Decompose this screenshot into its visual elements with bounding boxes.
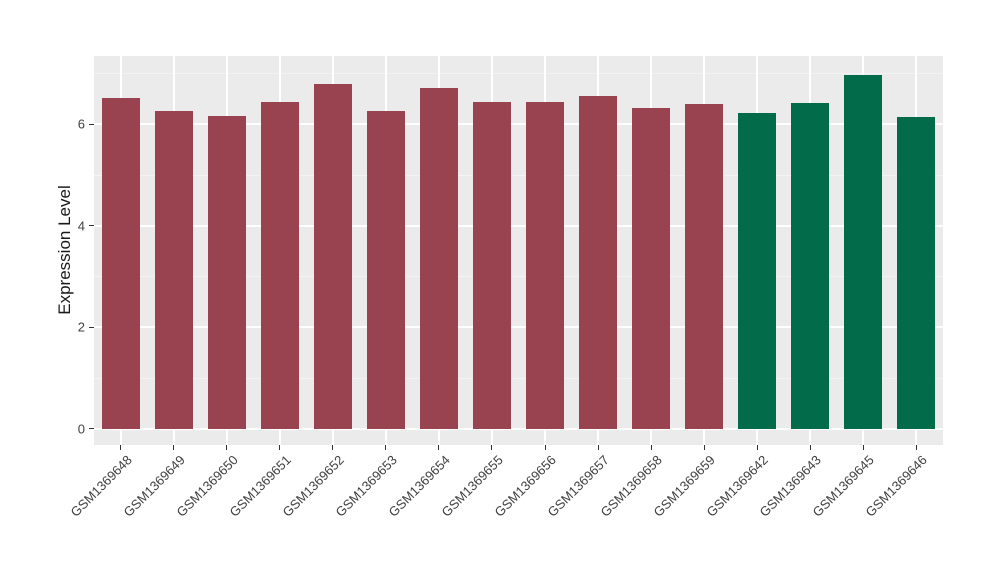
bar-GSM1369649 [154, 111, 193, 429]
gridline-horizontal-minor [94, 174, 943, 176]
x-axis-tick [226, 445, 228, 450]
x-axis-tick [438, 445, 440, 450]
x-axis-tick [915, 445, 917, 450]
gridline-horizontal-major [94, 123, 943, 126]
x-axis-tick [862, 445, 864, 450]
bar-GSM1369642 [738, 113, 777, 429]
bar-GSM1369655 [472, 101, 511, 429]
y-axis-title: Expression Level [55, 185, 74, 315]
y-axis-tick [89, 326, 94, 328]
x-tick-label: GSM1369646 [863, 452, 931, 520]
y-tick-label: 6 [77, 116, 85, 132]
bar-GSM1369646 [897, 117, 936, 429]
bar-GSM1369659 [685, 103, 724, 429]
x-axis-tick [385, 445, 387, 450]
bar-GSM1369650 [207, 116, 246, 429]
x-axis-tick [279, 445, 281, 450]
gridline-horizontal-minor [94, 73, 943, 75]
x-axis-tick [120, 445, 122, 450]
bar-GSM1369658 [632, 108, 671, 429]
gridline-horizontal-minor [94, 377, 943, 379]
plot-panel [94, 56, 943, 445]
bar-GSM1369645 [844, 74, 883, 429]
gridline-horizontal-major [94, 427, 943, 430]
bar-GSM1369643 [791, 102, 830, 429]
bar-GSM1369657 [579, 96, 618, 429]
gridline-horizontal-major [94, 326, 943, 329]
gridline-horizontal-minor [94, 276, 943, 278]
x-axis-tick [756, 445, 758, 450]
x-axis-tick [173, 445, 175, 450]
bar-GSM1369651 [260, 101, 299, 429]
bar-GSM1369653 [366, 111, 405, 429]
x-axis-tick [809, 445, 811, 450]
x-axis-tick [703, 445, 705, 450]
x-axis-tick [544, 445, 546, 450]
x-axis-tick [597, 445, 599, 450]
x-axis-tick [491, 445, 493, 450]
bar-GSM1369656 [526, 102, 565, 429]
x-axis-tick [650, 445, 652, 450]
y-axis-tick [89, 428, 94, 430]
gridline-horizontal-major [94, 224, 943, 227]
x-axis-tick [332, 445, 334, 450]
y-tick-label: 2 [77, 319, 85, 335]
bar-GSM1369652 [313, 84, 352, 429]
y-axis-tick [89, 123, 94, 125]
y-tick-label: 4 [77, 218, 85, 234]
y-tick-label: 0 [77, 421, 85, 437]
bar-GSM1369654 [419, 88, 458, 429]
bar-GSM1369648 [101, 97, 140, 429]
y-axis-tick [89, 225, 94, 227]
